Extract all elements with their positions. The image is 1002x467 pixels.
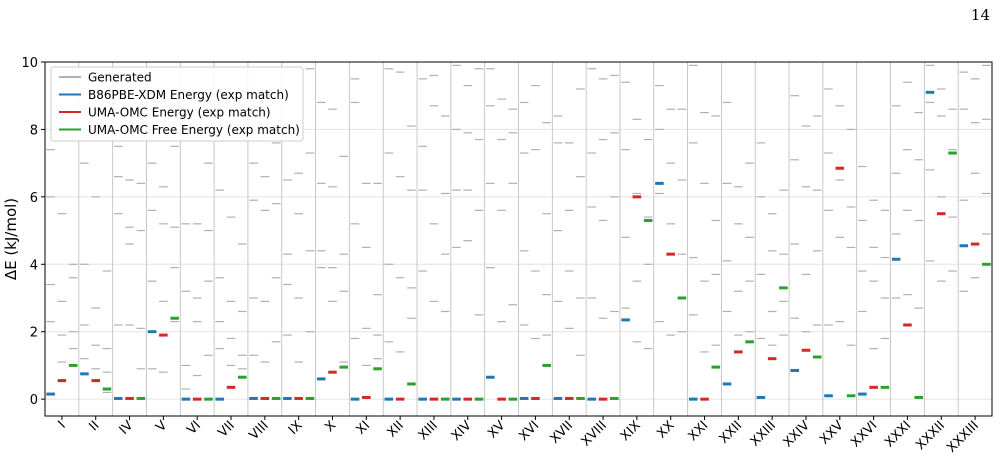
legend-label: Generated [88, 71, 152, 85]
page-number: 14 [971, 6, 990, 24]
plot-frame [44, 61, 993, 417]
x-tick-label: XXIV [781, 418, 813, 450]
x-tick-label: XII [385, 418, 407, 440]
x-tick-label: I [55, 418, 68, 431]
legend: Generated B86PBE-XDM Energy (exp match) UM… [50, 66, 304, 142]
x-tick-label: XX [654, 418, 677, 441]
x-tick-label: X [322, 418, 339, 435]
x-tick-label: V [153, 418, 170, 435]
y-tick-label: 6 [30, 191, 38, 206]
x-tick-label: XXV [817, 418, 847, 448]
x-tick-label: VII [216, 418, 238, 440]
x-tick-label: XXI [685, 418, 711, 444]
x-tick-label: IV [117, 418, 137, 438]
legend-label: UMA-OMC Free Energy (exp match) [88, 123, 300, 137]
x-tick-label: XXII [717, 418, 746, 447]
y-tick-label: 4 [30, 258, 38, 273]
legend-label: B86PBE-XDM Energy (exp match) [88, 88, 289, 102]
legend-box [50, 66, 304, 142]
y-tick-label: 2 [30, 326, 38, 341]
x-tick-label: XVI [516, 418, 542, 444]
y-tick-label: 0 [30, 393, 38, 408]
x-tick-label: II [87, 418, 103, 434]
x-tick-label: XXXI [882, 418, 914, 450]
x-tick-label: IX [286, 418, 306, 438]
x-tick-label: XXXIII [944, 418, 982, 456]
x-tick-label: XIII [416, 418, 441, 443]
x-tick-label: XVII [547, 418, 576, 447]
x-tick-label: XIV [449, 418, 475, 444]
x-tick-label: XXXII [913, 418, 948, 453]
x-tick-label: XI [354, 418, 374, 438]
legend-label: UMA-OMC Energy (exp match) [88, 106, 271, 120]
y-axis-label: ΔE (kJ/mol) [2, 198, 20, 280]
y-tick-label: 8 [30, 123, 38, 138]
x-tick-label: XXVI [848, 418, 880, 450]
x-tick-label: XVIII [579, 418, 610, 449]
y-tick-label: 10 [21, 56, 38, 71]
x-tick-label: XV [485, 418, 508, 441]
x-tick-label: XIX [618, 418, 644, 444]
x-tick-label: XXIII [748, 418, 779, 449]
x-tick-label: VIII [247, 418, 272, 443]
x-tick-label: VI [184, 418, 204, 438]
